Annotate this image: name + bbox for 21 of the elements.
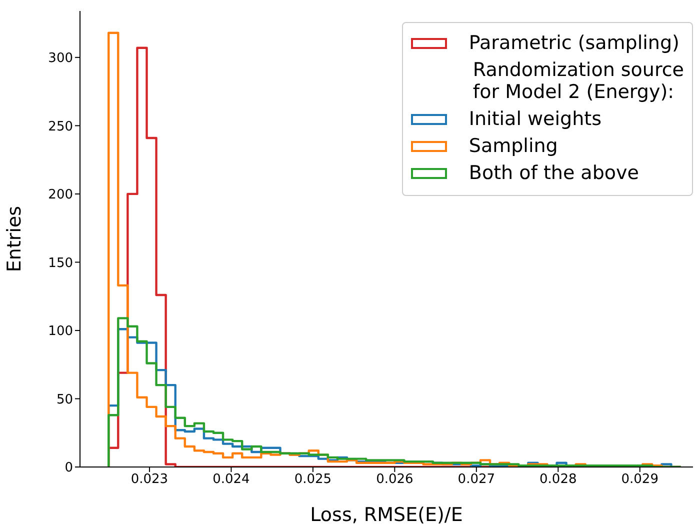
x-tick-label: 0.027 xyxy=(458,472,496,488)
y-tick-label: 150 xyxy=(48,256,73,271)
legend-label: Both of the above xyxy=(468,162,639,184)
annotation: Randomization source for Model 2 (Energy): xyxy=(472,59,684,103)
legend-label: Sampling xyxy=(468,135,558,157)
x-tick-label: 0.029 xyxy=(621,472,658,488)
y-tick-label: 0 xyxy=(64,460,73,476)
y-tick-label: 200 xyxy=(48,188,73,203)
y-tick-label: 100 xyxy=(48,324,73,340)
x-axis-title: Loss, RMSE(E)/E xyxy=(310,504,463,525)
x-tick-label: 0.023 xyxy=(130,472,168,488)
y-axis-title: Entries xyxy=(4,206,26,272)
legend-label: Initial weights xyxy=(468,108,602,130)
x-tick-label: 0.025 xyxy=(294,472,332,488)
x-tick-label: 0.024 xyxy=(212,472,250,488)
y-tick-label: 250 xyxy=(48,119,73,134)
y-tick-label: 50 xyxy=(56,392,73,408)
x-tick-label: 0.028 xyxy=(540,472,577,488)
y-tick-label: 300 xyxy=(48,51,73,66)
legend-label: Parametric (sampling) xyxy=(468,32,680,54)
x-tick-label: 0.026 xyxy=(376,472,414,488)
